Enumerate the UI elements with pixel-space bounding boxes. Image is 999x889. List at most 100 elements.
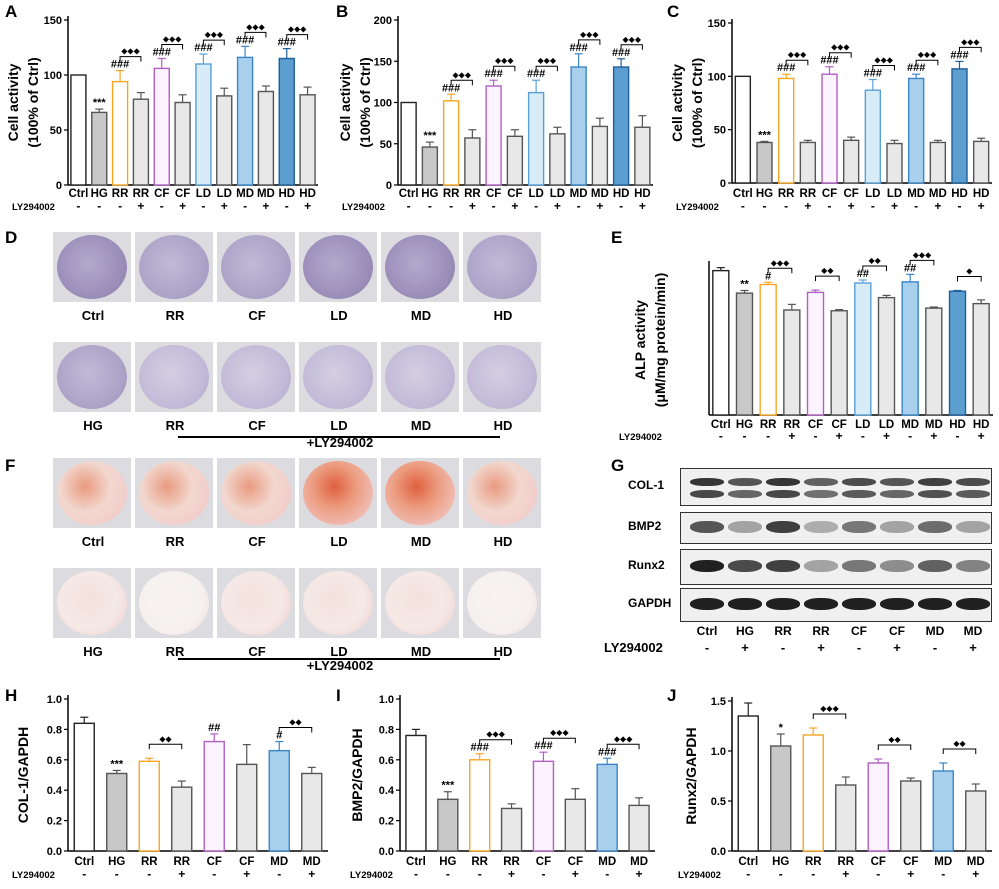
category-label: RR — [784, 419, 801, 431]
bar-md — [570, 66, 587, 186]
bracket-label: ◆◆◆ — [831, 43, 850, 52]
significance-label: ** — [740, 279, 749, 291]
ly-sign: + — [308, 867, 315, 881]
stained-well — [221, 461, 291, 525]
ly-sign: + — [848, 199, 855, 213]
ly-sign: - — [871, 199, 875, 213]
culture-dish — [135, 458, 213, 528]
ly-sign: - — [97, 199, 101, 213]
category-label: LD — [196, 188, 211, 200]
y-axis-label: Cell activity — [337, 63, 353, 141]
blot-band-label: Runx2 — [628, 558, 665, 572]
dish-label: HD — [493, 418, 513, 433]
bar-cf — [236, 763, 258, 852]
y-tick-label: 50 — [380, 139, 392, 151]
bracket-label: ◆◆◆ — [495, 56, 514, 65]
category-label: RR — [778, 188, 795, 200]
category-label: CF — [536, 856, 551, 868]
significance-label: ### — [278, 37, 296, 49]
stained-well — [57, 345, 127, 409]
culture-dish — [135, 232, 213, 302]
ly-sign: + — [243, 867, 250, 881]
bracket-label: ◆◆◆ — [788, 50, 807, 59]
ly-sign: - — [147, 867, 151, 881]
dish-label: RR — [165, 534, 185, 549]
significance-label: ### — [527, 68, 545, 80]
bar-rr — [464, 137, 481, 186]
bar-md — [268, 749, 290, 852]
dish-label: Ctrl — [81, 308, 105, 323]
stained-well — [303, 461, 373, 525]
bar-rr — [783, 309, 801, 416]
bar-rr — [777, 77, 795, 184]
bracket-label: ◆◆◆ — [205, 30, 224, 39]
ly-sign: + — [179, 199, 186, 213]
protein-band — [766, 560, 800, 572]
ly-sign: - — [449, 199, 453, 213]
significance-bracket — [606, 743, 640, 750]
bar-cf — [900, 780, 922, 852]
category-label: RR — [133, 188, 150, 200]
dish-label: MD — [410, 418, 432, 433]
bracket-label: ◆◆◆ — [288, 25, 307, 34]
bar-ld — [549, 133, 566, 186]
ly-sign: + — [304, 199, 311, 213]
ly-sign: - — [619, 199, 623, 213]
category-label: Ctrl — [399, 188, 419, 200]
ly-sign: - — [118, 199, 122, 213]
bracket-label: ◆◆◆ — [918, 50, 937, 59]
significance-bracket — [785, 59, 809, 66]
significance-label: ### — [598, 746, 616, 758]
bar-hg — [735, 292, 754, 416]
culture-dish — [53, 568, 131, 638]
bracket-label: ◆◆◆ — [961, 37, 980, 46]
bar-ld — [886, 142, 903, 184]
y-tick-label: 0.4 — [379, 785, 395, 797]
bar-md — [596, 763, 618, 852]
bracket-label: ◆ — [966, 267, 973, 276]
ly294002-label: LY294002 — [678, 870, 721, 881]
ly-sign: - — [914, 199, 918, 213]
protein-band — [766, 478, 800, 486]
bar-md — [925, 307, 943, 416]
category-label: CF — [507, 188, 522, 200]
significance-bracket — [161, 44, 184, 50]
bar-ctrl — [737, 715, 759, 852]
ly-sign: - — [941, 867, 945, 881]
ly-sign: + — [554, 199, 561, 213]
bar-rr — [802, 734, 824, 852]
protein-band — [690, 521, 724, 533]
category-label: MD — [591, 188, 609, 200]
protein-band — [690, 598, 724, 610]
significance-bracket — [286, 34, 309, 40]
dish-label: CF — [248, 418, 266, 433]
ly-sign: + — [137, 199, 144, 213]
dish-label: HG — [83, 418, 103, 433]
culture-dish — [135, 342, 213, 412]
chart-panel-e: ALP activity (μM/mg protein/min)Ctrl-**HG… — [619, 250, 993, 443]
y-tick-label: 1.5 — [711, 696, 726, 708]
protein-band — [804, 598, 838, 610]
bar-rr — [138, 760, 160, 852]
y-tick-label: 0 — [56, 180, 62, 192]
y-tick-label: 100 — [374, 98, 392, 110]
bar-cf — [806, 291, 825, 416]
ly-sign: + — [178, 867, 185, 881]
bar-cf — [842, 139, 860, 184]
culture-dish — [463, 568, 541, 638]
bar-hd — [972, 140, 990, 184]
ly-sign: - — [958, 199, 962, 213]
protein-band — [918, 521, 952, 533]
significance-label: *** — [423, 130, 437, 142]
lane-sign: - — [704, 640, 710, 655]
ly-sign: - — [763, 199, 767, 213]
stained-well — [467, 235, 537, 299]
dish-label: HD — [493, 644, 513, 659]
bar-hd — [278, 57, 295, 186]
category-label: MD — [270, 856, 288, 868]
ly-bracket-line-f — [178, 658, 500, 660]
category-label: RR — [443, 188, 460, 200]
dish-label: HG — [83, 644, 103, 659]
y-axis-label-line2: (100% of Ctrl) — [25, 57, 41, 147]
culture-dish — [299, 568, 377, 638]
